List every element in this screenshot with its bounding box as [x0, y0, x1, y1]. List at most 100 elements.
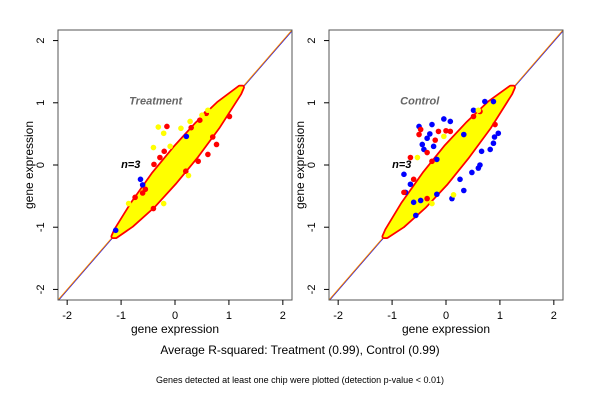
data-point [183, 133, 190, 140]
data-point [151, 161, 157, 168]
data-point [490, 140, 497, 147]
y-tick-label: 2 [35, 38, 47, 44]
x-tick-label: 0 [172, 310, 178, 322]
data-point [161, 148, 168, 155]
data-point [470, 113, 477, 120]
x-tick-label: -2 [333, 310, 343, 322]
data-point [205, 151, 211, 158]
data-point [137, 176, 144, 183]
data-point [478, 148, 485, 155]
data-point [226, 113, 233, 120]
detection-note: Genes detected at least one chip were pl… [156, 375, 444, 385]
x-axis-label: gene expression [131, 322, 219, 336]
data-point [427, 131, 433, 137]
data-point [424, 149, 430, 156]
data-point [185, 172, 192, 179]
data-point [475, 165, 482, 171]
data-point [157, 154, 163, 161]
data-point [401, 171, 407, 178]
data-point [417, 197, 424, 204]
data-point [416, 131, 422, 138]
sample-count-label: n=3 [121, 159, 140, 171]
data-point [429, 200, 435, 207]
data-point [417, 126, 424, 133]
data-point [213, 141, 220, 148]
data-point [434, 156, 440, 163]
data-point [410, 176, 417, 183]
x-tick-label: 2 [551, 310, 557, 322]
data-point [195, 158, 201, 165]
x-tick-label: 2 [280, 310, 286, 322]
data-point [139, 190, 146, 196]
x-tick-label: 1 [497, 310, 503, 322]
data-point [460, 131, 467, 138]
data-point [475, 107, 482, 114]
data-point [447, 118, 454, 125]
panel-title: Control [400, 96, 440, 108]
data-point [205, 107, 211, 114]
data-point [410, 199, 417, 206]
x-tick-label: -1 [387, 310, 397, 322]
data-point [457, 176, 463, 183]
data-point [432, 137, 439, 143]
data-point [429, 158, 435, 165]
x-tick-label: -2 [62, 310, 72, 322]
data-point [450, 192, 457, 198]
data-point [414, 154, 421, 161]
y-tick-label: 1 [306, 100, 318, 106]
y-axis-label: gene expression [22, 121, 36, 209]
data-point [430, 143, 437, 150]
data-point [188, 124, 194, 131]
sample-count-label: n=3 [392, 159, 411, 171]
data-point [407, 154, 414, 161]
plot-area [329, 30, 563, 300]
y-tick-label: 0 [306, 162, 318, 168]
data-point [155, 124, 162, 130]
data-point [460, 187, 467, 194]
data-point [424, 135, 430, 142]
data-point [441, 116, 447, 122]
data-point [492, 121, 498, 128]
data-point [419, 141, 426, 148]
panel-title: Treatment [129, 96, 183, 108]
data-point [197, 117, 203, 124]
data-point [150, 205, 157, 212]
panel-control: -2 -1 0 1 2 -2 -1 0 1 2 gene expression gene expres… [293, 29, 564, 336]
data-point [401, 189, 407, 196]
x-tick-label: -1 [116, 310, 126, 322]
y-tick-label: -2 [306, 285, 318, 295]
y-tick-label: -1 [306, 222, 318, 232]
data-point [469, 169, 475, 176]
x-axis-label: gene expression [402, 322, 490, 336]
data-point [199, 112, 205, 119]
data-point [434, 191, 440, 198]
data-point [112, 227, 119, 234]
y-axis-label: gene expression [293, 121, 307, 209]
data-point [490, 98, 497, 105]
x-tick-label: 1 [226, 310, 232, 322]
data-point [167, 143, 173, 150]
data-point [470, 107, 477, 114]
data-point [429, 121, 435, 128]
data-point [178, 125, 184, 132]
data-point [443, 127, 449, 134]
data-point [487, 146, 494, 153]
data-point [491, 134, 498, 140]
data-point [139, 182, 146, 188]
data-point [495, 130, 502, 137]
data-point [413, 212, 419, 219]
dense-band [112, 86, 244, 238]
panel-treatment: -2 -1 0 1 2 -2 -1 0 1 2 gene expression gene expres… [22, 29, 293, 336]
plot-area [58, 30, 292, 300]
data-point [407, 181, 414, 188]
data-point [182, 168, 189, 175]
y-tick-label: 0 [35, 162, 47, 168]
y-tick-label: 1 [35, 100, 47, 106]
y-tick-label: -2 [35, 285, 47, 295]
x-tick-label: 0 [443, 310, 449, 322]
data-point [187, 118, 193, 125]
data-point [160, 130, 167, 137]
data-point [160, 200, 167, 207]
